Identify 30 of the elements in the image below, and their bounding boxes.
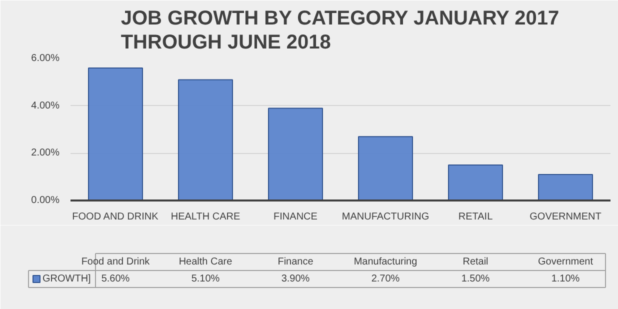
text: Food and Drink bbox=[81, 256, 151, 268]
data-label: 2.70% bbox=[371, 274, 400, 284]
data-label: 3.90% bbox=[281, 274, 310, 284]
bar bbox=[268, 108, 323, 200]
data-label: 5.60% bbox=[101, 274, 130, 284]
y-tick-label: 6.00% bbox=[31, 53, 60, 64]
chart-title: JOB GROWTH BY CATEGORY JANUARY 2017 THROUGH JUNE 2018 bbox=[120, 7, 560, 54]
bar bbox=[448, 164, 503, 200]
data-label: 1.50% bbox=[461, 274, 490, 284]
y-tick-label: 0.00% bbox=[31, 195, 60, 206]
x-tick-label: MANUFACTURING bbox=[342, 212, 430, 222]
x-tick-label: FOOD AND DRINK bbox=[72, 212, 159, 222]
y-tick-label: 2.00% bbox=[31, 148, 60, 159]
x-tick-label: GOVERNMENT bbox=[530, 212, 602, 222]
y-tick-label: 4.00% bbox=[31, 100, 60, 112]
bar bbox=[88, 67, 143, 200]
legend-label: GROWTH] bbox=[42, 274, 92, 284]
bar bbox=[358, 136, 413, 200]
text: Finance bbox=[278, 256, 314, 268]
data-label: 1.10% bbox=[551, 274, 580, 284]
text: Retail bbox=[462, 256, 488, 268]
bar bbox=[538, 174, 593, 200]
x-tick-label: RETAIL bbox=[458, 212, 494, 222]
x-tick-label: HEALTH CARE bbox=[170, 212, 240, 222]
bar bbox=[178, 79, 233, 200]
data-label: 5.10% bbox=[191, 274, 220, 284]
text: Manufacturing bbox=[354, 256, 418, 268]
x-tick-label: FINANCE bbox=[274, 212, 318, 222]
text: Health Care bbox=[178, 256, 233, 268]
text: Government bbox=[538, 256, 594, 268]
